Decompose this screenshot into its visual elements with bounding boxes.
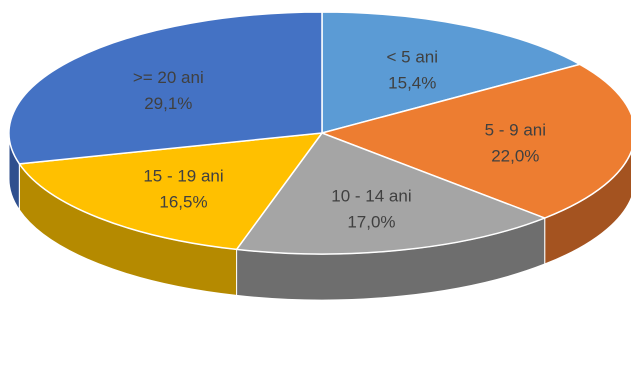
slice-15-19-ani: [18, 132, 323, 251]
slice-value-label: 15,4%: [388, 74, 436, 93]
pie-sides: [8, 132, 631, 301]
slice-5-ani: [321, 11, 581, 134]
slice-value-label: 16,5%: [159, 193, 207, 212]
slice-10-14-ani: [235, 132, 546, 255]
slice-value-label: 29,1%: [144, 94, 192, 113]
slice-category-label: 15 - 19 ani: [143, 167, 223, 186]
slice-category-label: 5 - 9 ani: [485, 121, 546, 140]
pie-slices: [8, 11, 631, 255]
pie-labels: < 5 ani 15,4% 5 - 9 ani 22,0% 10 - 14 ani 17,…: [133, 48, 546, 232]
slice-category-label: 10 - 14 ani: [331, 187, 411, 206]
slice-category-label: < 5 ani: [387, 48, 439, 67]
slice-20-ani: [8, 11, 323, 165]
slice-value-label: 22,0%: [491, 147, 539, 166]
slice-5-9-ani: [321, 63, 631, 219]
slice-category-label: >= 20 ani: [133, 68, 204, 87]
slice-value-label: 17,0%: [347, 213, 395, 232]
